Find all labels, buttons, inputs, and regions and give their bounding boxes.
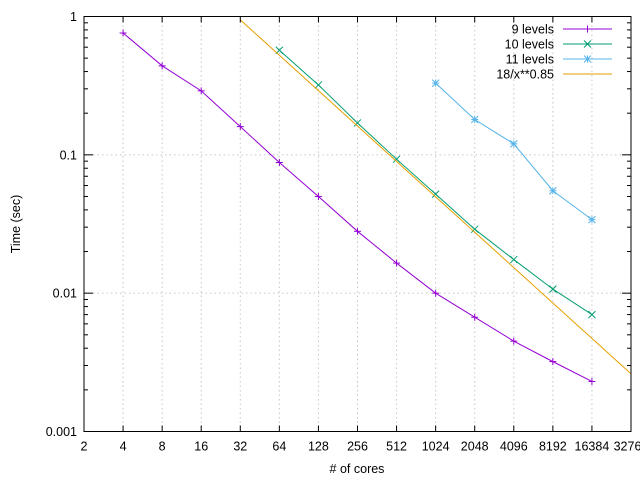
x-tick-label: 256 <box>347 440 368 454</box>
y-tick-label: 0.01 <box>53 287 77 301</box>
data-point-11-levels <box>431 79 440 87</box>
data-point-9-levels <box>510 337 518 345</box>
data-point-11-levels <box>509 140 518 148</box>
x-tick-label: 16384 <box>575 440 610 454</box>
x-tick-label: 8192 <box>539 440 567 454</box>
data-point-9-levels <box>236 123 244 131</box>
legend-label-18-x-0-85: 18/x**0.85 <box>496 68 554 82</box>
legend-marker-11-levels <box>583 55 592 63</box>
data-point-10-levels <box>314 81 323 89</box>
plot-series <box>119 19 631 385</box>
x-tick-label: 32768 <box>614 440 640 454</box>
legend-marker-9-levels <box>584 25 591 33</box>
data-point-10-levels <box>431 190 440 198</box>
data-point-9-levels <box>471 313 479 321</box>
data-point-9-levels <box>432 289 440 297</box>
data-point-9-levels <box>314 192 322 200</box>
x-tick-label: 8 <box>159 440 166 454</box>
data-point-10-levels <box>470 225 479 234</box>
grid-lines <box>84 16 631 432</box>
data-point-9-levels <box>119 29 127 37</box>
data-point-11-levels <box>470 115 479 124</box>
x-tick-label: 1024 <box>422 440 450 454</box>
data-point-10-levels <box>549 285 557 293</box>
data-point-10-levels <box>353 119 362 127</box>
series-line-11-levels <box>435 82 593 221</box>
x-tick-label: 32 <box>233 440 247 454</box>
data-point-9-levels <box>158 62 166 70</box>
x-tick-label: 4096 <box>500 440 528 454</box>
x-tick-label: 512 <box>386 440 407 454</box>
axis-ticks: 2 4 8 16 32 64 128 256 512 1024 2048 4096 8192 16384 3… <box>46 10 640 454</box>
data-point-9-levels <box>354 227 361 235</box>
legend-label-9-levels: 9 levels <box>512 23 554 37</box>
data-point-10-levels <box>588 310 596 319</box>
data-point-11-levels <box>588 215 596 224</box>
data-point-11-levels <box>549 186 557 195</box>
x-tick-label: 16 <box>194 440 208 454</box>
y-tick-label: 0.1 <box>60 148 77 162</box>
legend-marker-10-levels <box>583 40 592 48</box>
series-line-18-x-0-85 <box>239 19 631 375</box>
x-tick-label: 2048 <box>461 440 489 454</box>
data-point-9-levels <box>275 159 283 167</box>
y-tick-label: 1 <box>70 10 77 24</box>
x-axis-title: # of cores <box>330 462 385 476</box>
data-point-9-levels <box>588 377 596 385</box>
legend-label-10-levels: 10 levels <box>505 38 554 52</box>
x-tick-label: 128 <box>308 440 329 454</box>
y-axis-title: Time (sec) <box>9 195 23 254</box>
data-point-10-levels <box>509 255 518 264</box>
data-point-9-levels <box>393 259 401 267</box>
x-tick-label: 64 <box>272 440 286 454</box>
data-point-10-levels <box>392 155 401 164</box>
data-point-9-levels <box>197 87 205 95</box>
x-tick-label: 4 <box>120 440 127 454</box>
y-tick-label: 0.001 <box>46 425 77 439</box>
x-tick-label: 2 <box>81 440 88 454</box>
data-point-9-levels <box>549 358 557 366</box>
legend-label-11-levels: 11 levels <box>506 53 554 67</box>
